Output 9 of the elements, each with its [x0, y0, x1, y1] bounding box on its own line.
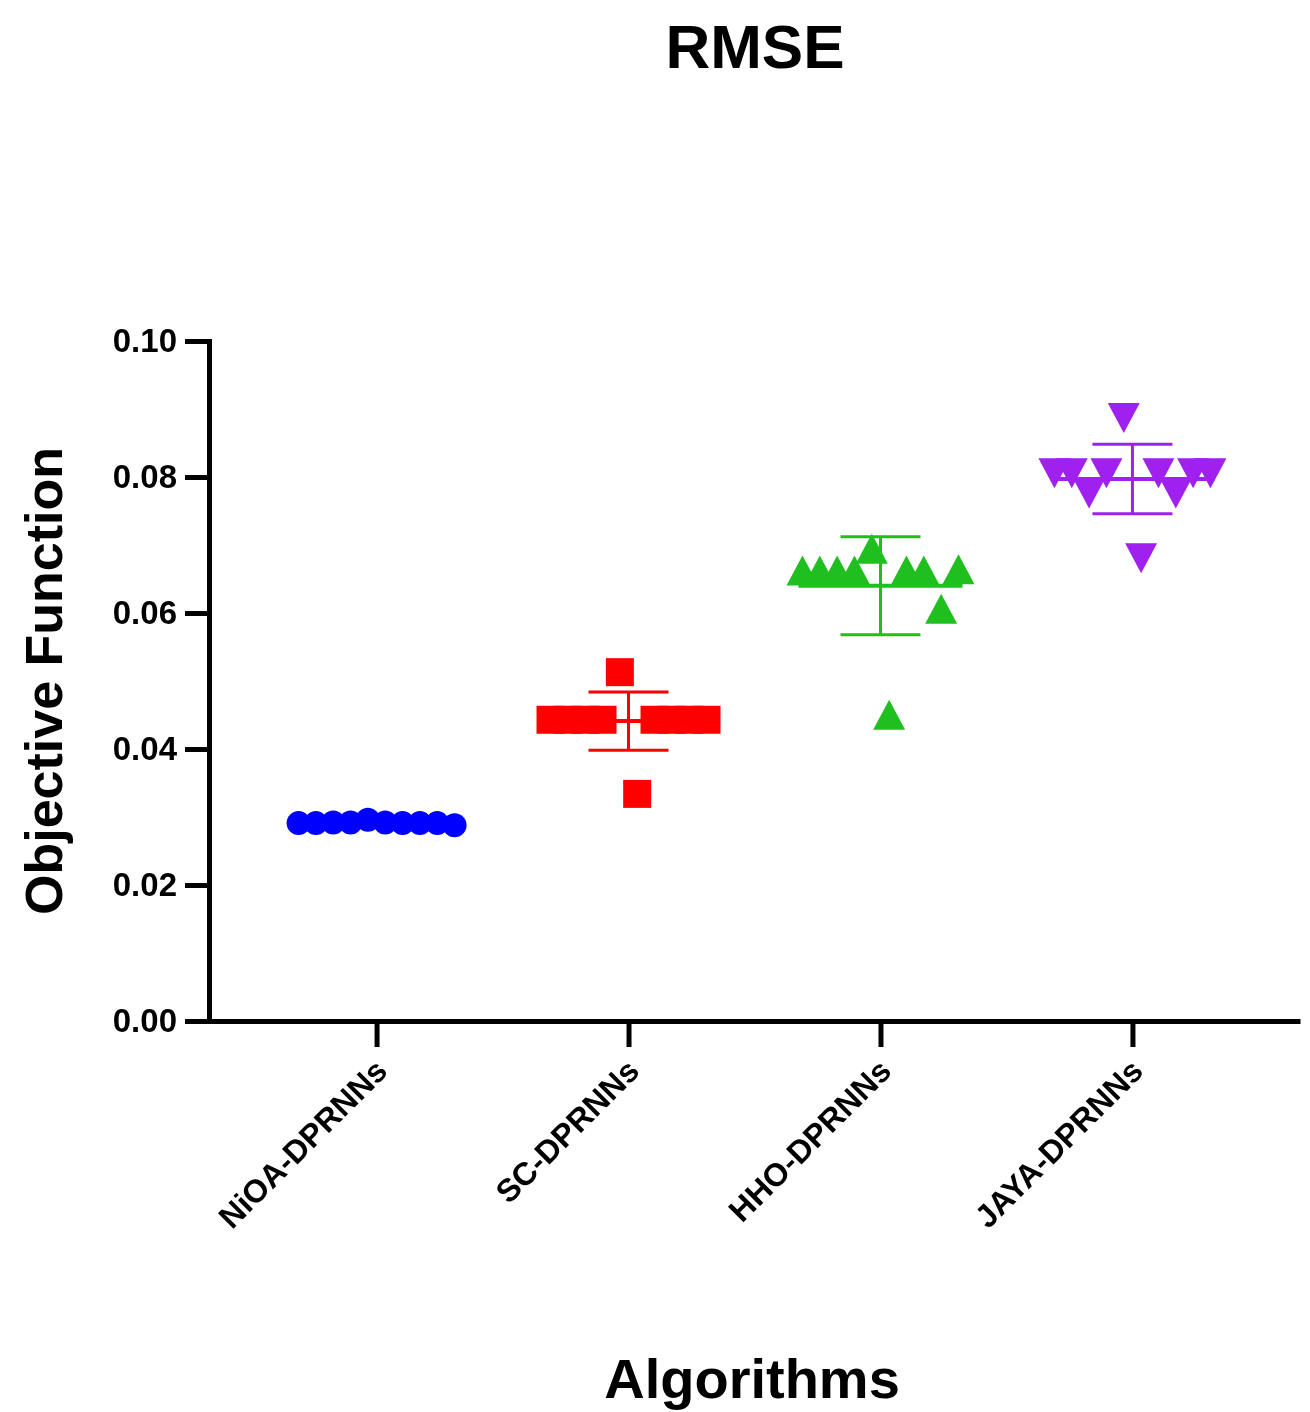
chart-title: RMSE [665, 12, 845, 81]
y-tick-label: 0.00 [112, 1002, 177, 1040]
y-tick-label: 0.06 [112, 594, 177, 632]
y-tick-label: 0.10 [112, 322, 177, 360]
y-tick-label: 0.04 [112, 730, 178, 768]
y-tick-label: 0.08 [112, 458, 177, 496]
y-tick-label: 0.02 [112, 866, 177, 904]
x-axis-title: Algorithms [604, 1347, 900, 1410]
y-axis-title: Objective Function [15, 446, 73, 916]
